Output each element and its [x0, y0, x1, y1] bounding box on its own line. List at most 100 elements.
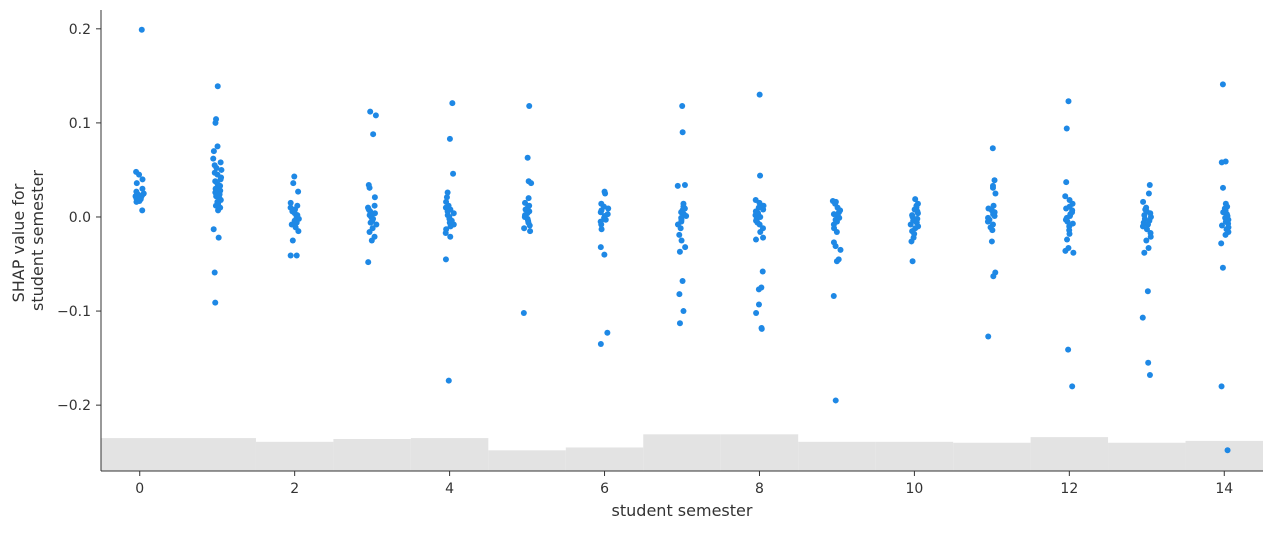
data-point [295, 188, 302, 195]
data-point [210, 226, 217, 233]
data-point [217, 176, 224, 183]
histogram-bar [875, 441, 954, 471]
data-point [676, 320, 683, 327]
x-tick-label: 2 [290, 481, 299, 497]
data-point [210, 155, 217, 162]
data-point [368, 237, 375, 244]
data-point [138, 26, 145, 33]
data-point [989, 227, 996, 234]
points-layer [132, 26, 1232, 454]
data-point [445, 377, 452, 384]
data-point [442, 256, 449, 263]
data-point [682, 244, 689, 251]
y-axis-label: SHAP value for student semester [9, 170, 47, 311]
x-tick-label: 10 [905, 481, 923, 497]
data-point [1218, 240, 1225, 247]
data-point [837, 246, 844, 253]
data-point [289, 237, 296, 244]
data-point [287, 199, 294, 206]
data-point [755, 301, 762, 308]
data-point [213, 165, 220, 172]
data-point [218, 166, 225, 173]
data-point [1219, 81, 1226, 88]
data-point [912, 196, 919, 203]
data-point [992, 190, 999, 197]
data-point [679, 102, 686, 109]
data-point [1064, 218, 1071, 225]
data-point [1144, 221, 1151, 228]
data-point [215, 207, 222, 214]
data-point [447, 223, 454, 230]
x-tick-label: 12 [1060, 481, 1078, 497]
data-point [1063, 125, 1070, 132]
y-tick-label: 0.2 [69, 22, 91, 38]
data-point [442, 229, 449, 236]
data-point [1147, 233, 1154, 240]
data-point [833, 229, 840, 236]
data-point [832, 243, 839, 250]
data-point [1139, 314, 1146, 321]
data-point [597, 244, 604, 251]
data-point [449, 100, 456, 107]
data-point [1145, 190, 1152, 197]
x-tick-label: 0 [135, 481, 144, 497]
data-point [1065, 346, 1072, 353]
data-point [214, 83, 221, 90]
data-point [520, 309, 527, 316]
ticks-layer: 0 2 4 6 8 10 12 14 −0.2 −0.1 0.0 0.1 0.2 [57, 22, 1233, 497]
data-point [752, 236, 759, 243]
x-tick-label: 14 [1215, 481, 1233, 497]
data-point [525, 195, 532, 202]
data-point [447, 233, 454, 240]
data-point [602, 216, 609, 223]
data-point [676, 248, 683, 255]
data-point [988, 238, 995, 245]
histogram-bar [101, 438, 179, 471]
data-point [758, 325, 765, 332]
data-point [444, 189, 451, 196]
data-point [909, 258, 916, 265]
data-point [217, 182, 224, 189]
data-point [1063, 179, 1070, 186]
data-point [914, 210, 921, 217]
data-point [833, 258, 840, 265]
data-point [366, 184, 373, 191]
data-point [598, 221, 605, 228]
data-point [139, 207, 146, 214]
data-point [756, 91, 763, 98]
data-point [211, 269, 218, 276]
data-point [443, 194, 450, 201]
histogram-bar [1108, 442, 1186, 471]
data-point [757, 229, 764, 236]
data-point [985, 333, 992, 340]
histogram-bar [333, 439, 411, 471]
data-point [291, 173, 298, 180]
data-point [528, 180, 535, 187]
data-point [215, 234, 222, 241]
data-point [1070, 249, 1077, 256]
histogram-bar [410, 438, 489, 471]
data-point [680, 308, 687, 315]
data-point [990, 273, 997, 280]
data-point [990, 202, 997, 209]
data-point [760, 206, 767, 213]
histogram-bar [488, 450, 566, 471]
data-point [755, 286, 762, 293]
data-point [677, 225, 684, 232]
histogram-bar [643, 434, 721, 471]
data-point [598, 226, 605, 233]
data-point [1222, 231, 1229, 238]
data-point [674, 182, 681, 189]
data-point [217, 159, 224, 166]
data-point [1143, 237, 1150, 244]
data-point [295, 228, 302, 235]
data-point [605, 205, 612, 212]
data-point [991, 213, 998, 220]
data-point [287, 252, 294, 259]
histogram-bar [1185, 440, 1263, 471]
data-point [526, 102, 533, 109]
y-tick-label: −0.1 [57, 304, 91, 320]
data-point [683, 213, 690, 220]
y-axis-label-line-1: SHAP value for [9, 183, 28, 302]
data-point [679, 129, 686, 136]
